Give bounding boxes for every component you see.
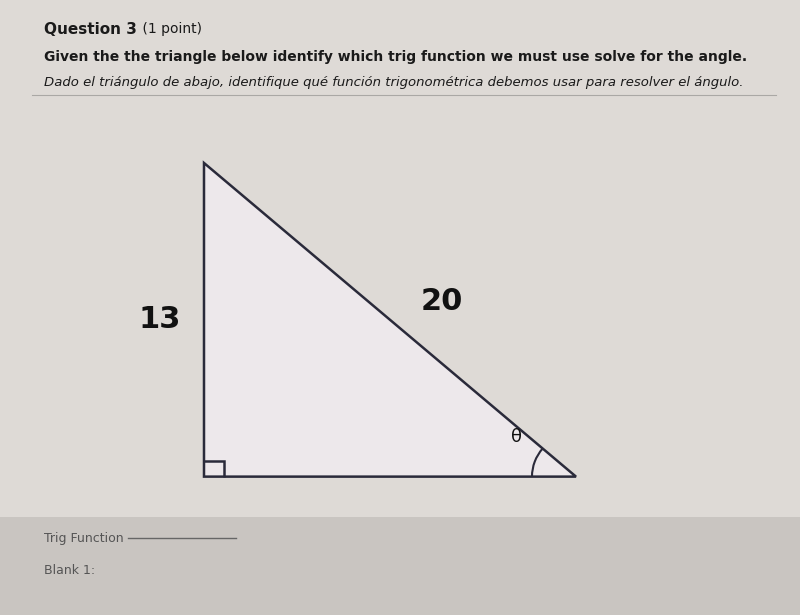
Text: θ: θ: [510, 427, 522, 446]
Text: 13: 13: [139, 305, 181, 335]
Text: Dado el triángulo de abajo, identifique qué función trigonométrica debemos usar : Dado el triángulo de abajo, identifique …: [44, 76, 743, 89]
Text: Given the the triangle below identify which trig function we must use solve for : Given the the triangle below identify wh…: [44, 50, 747, 65]
Text: (1 point): (1 point): [138, 22, 202, 36]
Text: Question 3: Question 3: [44, 22, 137, 36]
Text: Blank 1:: Blank 1:: [44, 564, 95, 577]
Polygon shape: [204, 163, 576, 477]
Text: 20: 20: [421, 287, 463, 316]
Text: Trig Function: Trig Function: [44, 532, 124, 545]
FancyBboxPatch shape: [0, 0, 800, 517]
